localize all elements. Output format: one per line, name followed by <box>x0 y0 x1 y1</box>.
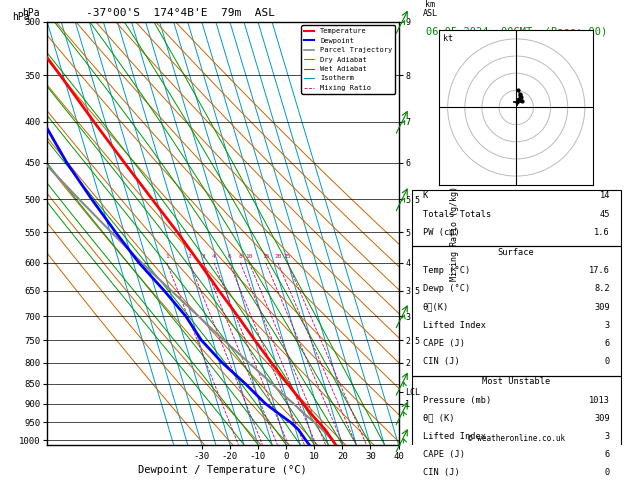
Text: 3: 3 <box>202 254 206 259</box>
Text: 0: 0 <box>604 357 610 366</box>
Text: 45: 45 <box>599 209 610 219</box>
Text: 6: 6 <box>227 254 231 259</box>
Text: Lifted Index: Lifted Index <box>423 321 486 330</box>
Bar <box>412 376 621 486</box>
Text: 14: 14 <box>599 191 610 200</box>
Text: 25: 25 <box>284 254 291 259</box>
Text: 8.2: 8.2 <box>594 284 610 294</box>
Text: 309: 309 <box>594 414 610 423</box>
Text: 0: 0 <box>604 469 610 477</box>
Text: hPa: hPa <box>13 12 30 22</box>
Text: Pressure (mb): Pressure (mb) <box>423 396 491 405</box>
Text: PW (cm): PW (cm) <box>423 228 459 237</box>
Text: 2: 2 <box>187 254 191 259</box>
Text: 10: 10 <box>245 254 253 259</box>
Bar <box>412 246 621 376</box>
Text: 1013: 1013 <box>589 396 610 405</box>
Text: CAPE (J): CAPE (J) <box>423 450 465 459</box>
Text: 1.6: 1.6 <box>594 228 610 237</box>
Text: K: K <box>423 191 428 200</box>
Text: 20: 20 <box>274 254 282 259</box>
Text: © weatheronline.co.uk: © weatheronline.co.uk <box>468 434 565 443</box>
Text: Most Unstable: Most Unstable <box>482 378 550 386</box>
Text: CIN (J): CIN (J) <box>423 469 459 477</box>
Text: 4: 4 <box>212 254 216 259</box>
Text: km
ASL: km ASL <box>423 0 438 17</box>
Text: 6: 6 <box>604 450 610 459</box>
Text: 17.6: 17.6 <box>589 266 610 275</box>
Text: 8: 8 <box>238 254 242 259</box>
Text: Totals Totals: Totals Totals <box>423 209 491 219</box>
Text: Lifted Index: Lifted Index <box>423 432 486 441</box>
Legend: Temperature, Dewpoint, Parcel Trajectory, Dry Adiabat, Wet Adiabat, Isotherm, Mi: Temperature, Dewpoint, Parcel Trajectory… <box>301 25 395 94</box>
Text: θᴇ (K): θᴇ (K) <box>423 414 454 423</box>
Text: hPa: hPa <box>23 8 40 17</box>
Title: -37°00'S  174°4B'E  79m  ASL: -37°00'S 174°4B'E 79m ASL <box>86 8 275 18</box>
X-axis label: Dewpoint / Temperature (°C): Dewpoint / Temperature (°C) <box>138 465 307 475</box>
Text: Mixing Ratio (g/kg): Mixing Ratio (g/kg) <box>450 186 459 281</box>
Text: CIN (J): CIN (J) <box>423 357 459 366</box>
Bar <box>412 190 621 246</box>
Text: Surface: Surface <box>498 248 535 257</box>
Text: 06.05.2024  00GMT  (Base: 00): 06.05.2024 00GMT (Base: 00) <box>426 27 607 37</box>
Text: Temp (°C): Temp (°C) <box>423 266 470 275</box>
Text: θᴇ(K): θᴇ(K) <box>423 303 449 312</box>
Text: 3: 3 <box>604 432 610 441</box>
Text: 15: 15 <box>262 254 269 259</box>
Text: 309: 309 <box>594 303 610 312</box>
Text: CAPE (J): CAPE (J) <box>423 339 465 348</box>
Text: 6: 6 <box>604 339 610 348</box>
Text: Dewp (°C): Dewp (°C) <box>423 284 470 294</box>
Text: 1: 1 <box>165 254 169 259</box>
Text: 3: 3 <box>604 321 610 330</box>
